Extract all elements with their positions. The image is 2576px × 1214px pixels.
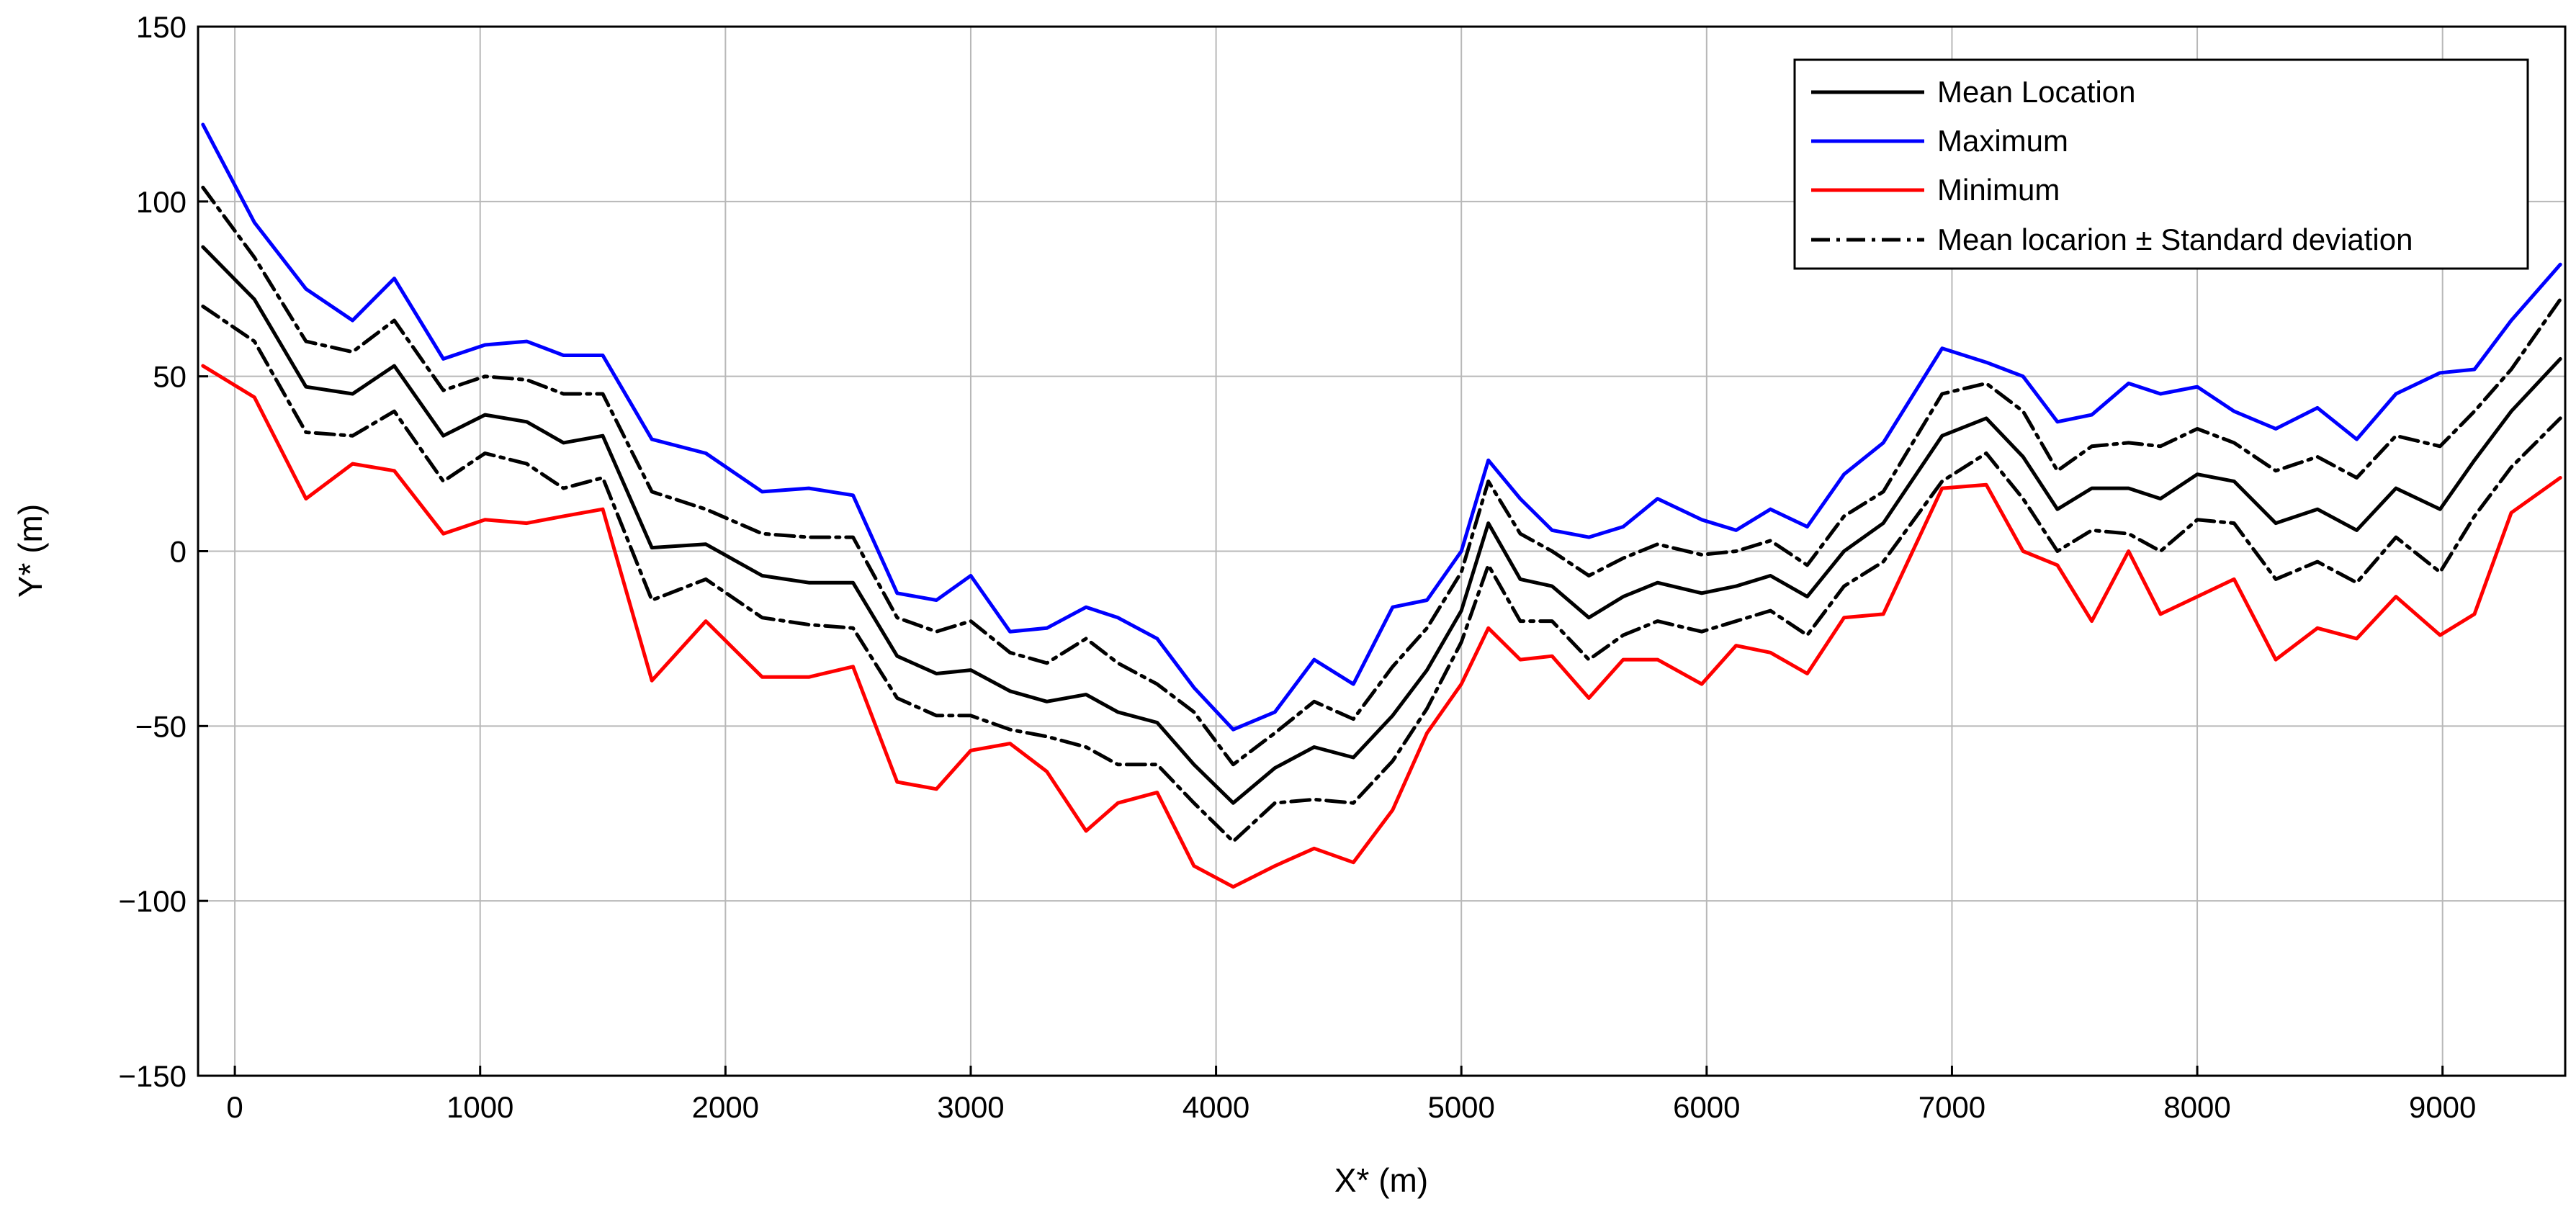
series-layer bbox=[201, 122, 2562, 889]
y-tick-label: 0 bbox=[170, 535, 187, 569]
x-tick-label: 7000 bbox=[1918, 1090, 1985, 1124]
x-tick-label: 4000 bbox=[1182, 1090, 1249, 1124]
y-axis-label: Y* (m) bbox=[12, 504, 49, 598]
series-line-mean bbox=[201, 245, 2562, 805]
legend: Mean Location Maximum Minimum Mean locar… bbox=[1793, 58, 2529, 270]
x-tick-label: 5000 bbox=[1427, 1090, 1494, 1124]
x-axis-label: X* (m) bbox=[1334, 1161, 1428, 1199]
legend-label-min: Minimum bbox=[1937, 173, 2060, 207]
series-line-std-upper bbox=[201, 185, 2562, 767]
series-line-std-lower bbox=[201, 305, 2562, 844]
x-tick-label: 8000 bbox=[2163, 1090, 2230, 1124]
legend-label-max: Maximum bbox=[1937, 124, 2068, 158]
legend-label-std: Mean locarion ± Standard deviation bbox=[1937, 222, 2413, 256]
y-tick-label: 150 bbox=[136, 10, 187, 44]
x-tick-label: 3000 bbox=[937, 1090, 1004, 1124]
x-tick-label: 9000 bbox=[2409, 1090, 2476, 1124]
x-tick-label: 6000 bbox=[1673, 1090, 1740, 1124]
legend-box bbox=[1793, 58, 2529, 270]
y-tick-label: 100 bbox=[136, 185, 187, 219]
y-tick-labels: −150 −100 −50 0 50 100 150 bbox=[118, 10, 208, 1093]
legend-label-mean: Mean Location bbox=[1937, 75, 2136, 109]
x-tick-labels: 0 1000 2000 3000 4000 5000 6000 7000 8000 9000 bbox=[226, 1066, 2476, 1124]
x-tick-label: 1000 bbox=[446, 1090, 513, 1124]
y-tick-label: 50 bbox=[153, 360, 187, 394]
series-line-max bbox=[201, 122, 2562, 732]
x-tick-label: 2000 bbox=[692, 1090, 759, 1124]
series-line-min bbox=[201, 364, 2562, 889]
x-tick-label: 0 bbox=[226, 1090, 243, 1124]
y-tick-label: −50 bbox=[135, 709, 187, 743]
y-tick-label: −150 bbox=[118, 1059, 187, 1093]
y-tick-label: −100 bbox=[118, 884, 187, 918]
